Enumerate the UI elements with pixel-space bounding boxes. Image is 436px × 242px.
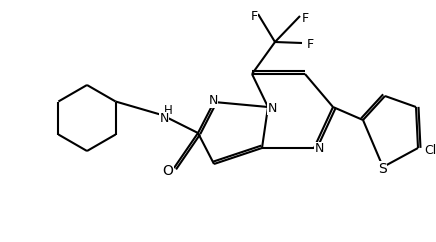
Text: N: N xyxy=(208,94,218,107)
Text: N: N xyxy=(159,113,169,126)
Text: N: N xyxy=(314,143,324,156)
Text: S: S xyxy=(378,162,386,176)
Text: Cl: Cl xyxy=(424,144,436,157)
Text: H: H xyxy=(164,104,172,116)
Text: F: F xyxy=(250,9,258,23)
Text: F: F xyxy=(307,38,313,51)
Text: O: O xyxy=(163,164,174,178)
Text: F: F xyxy=(301,12,309,24)
Text: N: N xyxy=(267,101,277,114)
